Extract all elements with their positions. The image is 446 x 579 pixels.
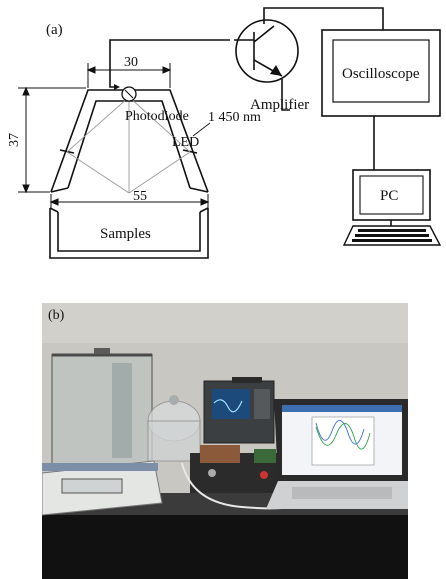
wavelength-label: 1 450 nm [208, 110, 261, 125]
amplifier [234, 19, 299, 83]
setup-photo-illustration [42, 303, 408, 579]
signal-arrow [114, 84, 120, 90]
setup-photo: (b) [42, 303, 408, 579]
photodiode [121, 86, 137, 102]
amplifier-label: Amplifier [250, 97, 309, 113]
panel-b-label: (b) [48, 308, 65, 323]
samples-label: Samples [100, 226, 151, 242]
circuit-board [190, 445, 278, 493]
balance-base [42, 460, 163, 516]
dim-bottom-label: 55 [133, 189, 147, 204]
photodiode-label: Photodiode [125, 109, 189, 124]
dim-height-label: 37 [7, 133, 22, 147]
dim-top-label: 30 [124, 55, 138, 70]
oscilloscope-photo [203, 377, 275, 444]
keyboard-icon [342, 225, 442, 246]
schematic-diagram: (a) Photodiode 30 37 [7, 7, 442, 259]
amplifier-arrow [270, 65, 282, 76]
samples-tray [49, 207, 209, 259]
light-paths [66, 94, 191, 194]
pc-monitor [352, 169, 431, 226]
laptop [266, 399, 408, 509]
balance-case [51, 348, 153, 471]
dim-top [86, 63, 172, 88]
led-label: LED [172, 135, 199, 150]
oscilloscope [321, 29, 441, 117]
dim-height [18, 86, 86, 194]
dim-bottom [49, 194, 210, 208]
panel-a-label: (a) [46, 22, 63, 38]
oscilloscope-label: Oscilloscope [342, 66, 420, 82]
pc-label: PC [380, 188, 398, 204]
led-leader [192, 122, 211, 137]
wiring [109, 7, 384, 170]
